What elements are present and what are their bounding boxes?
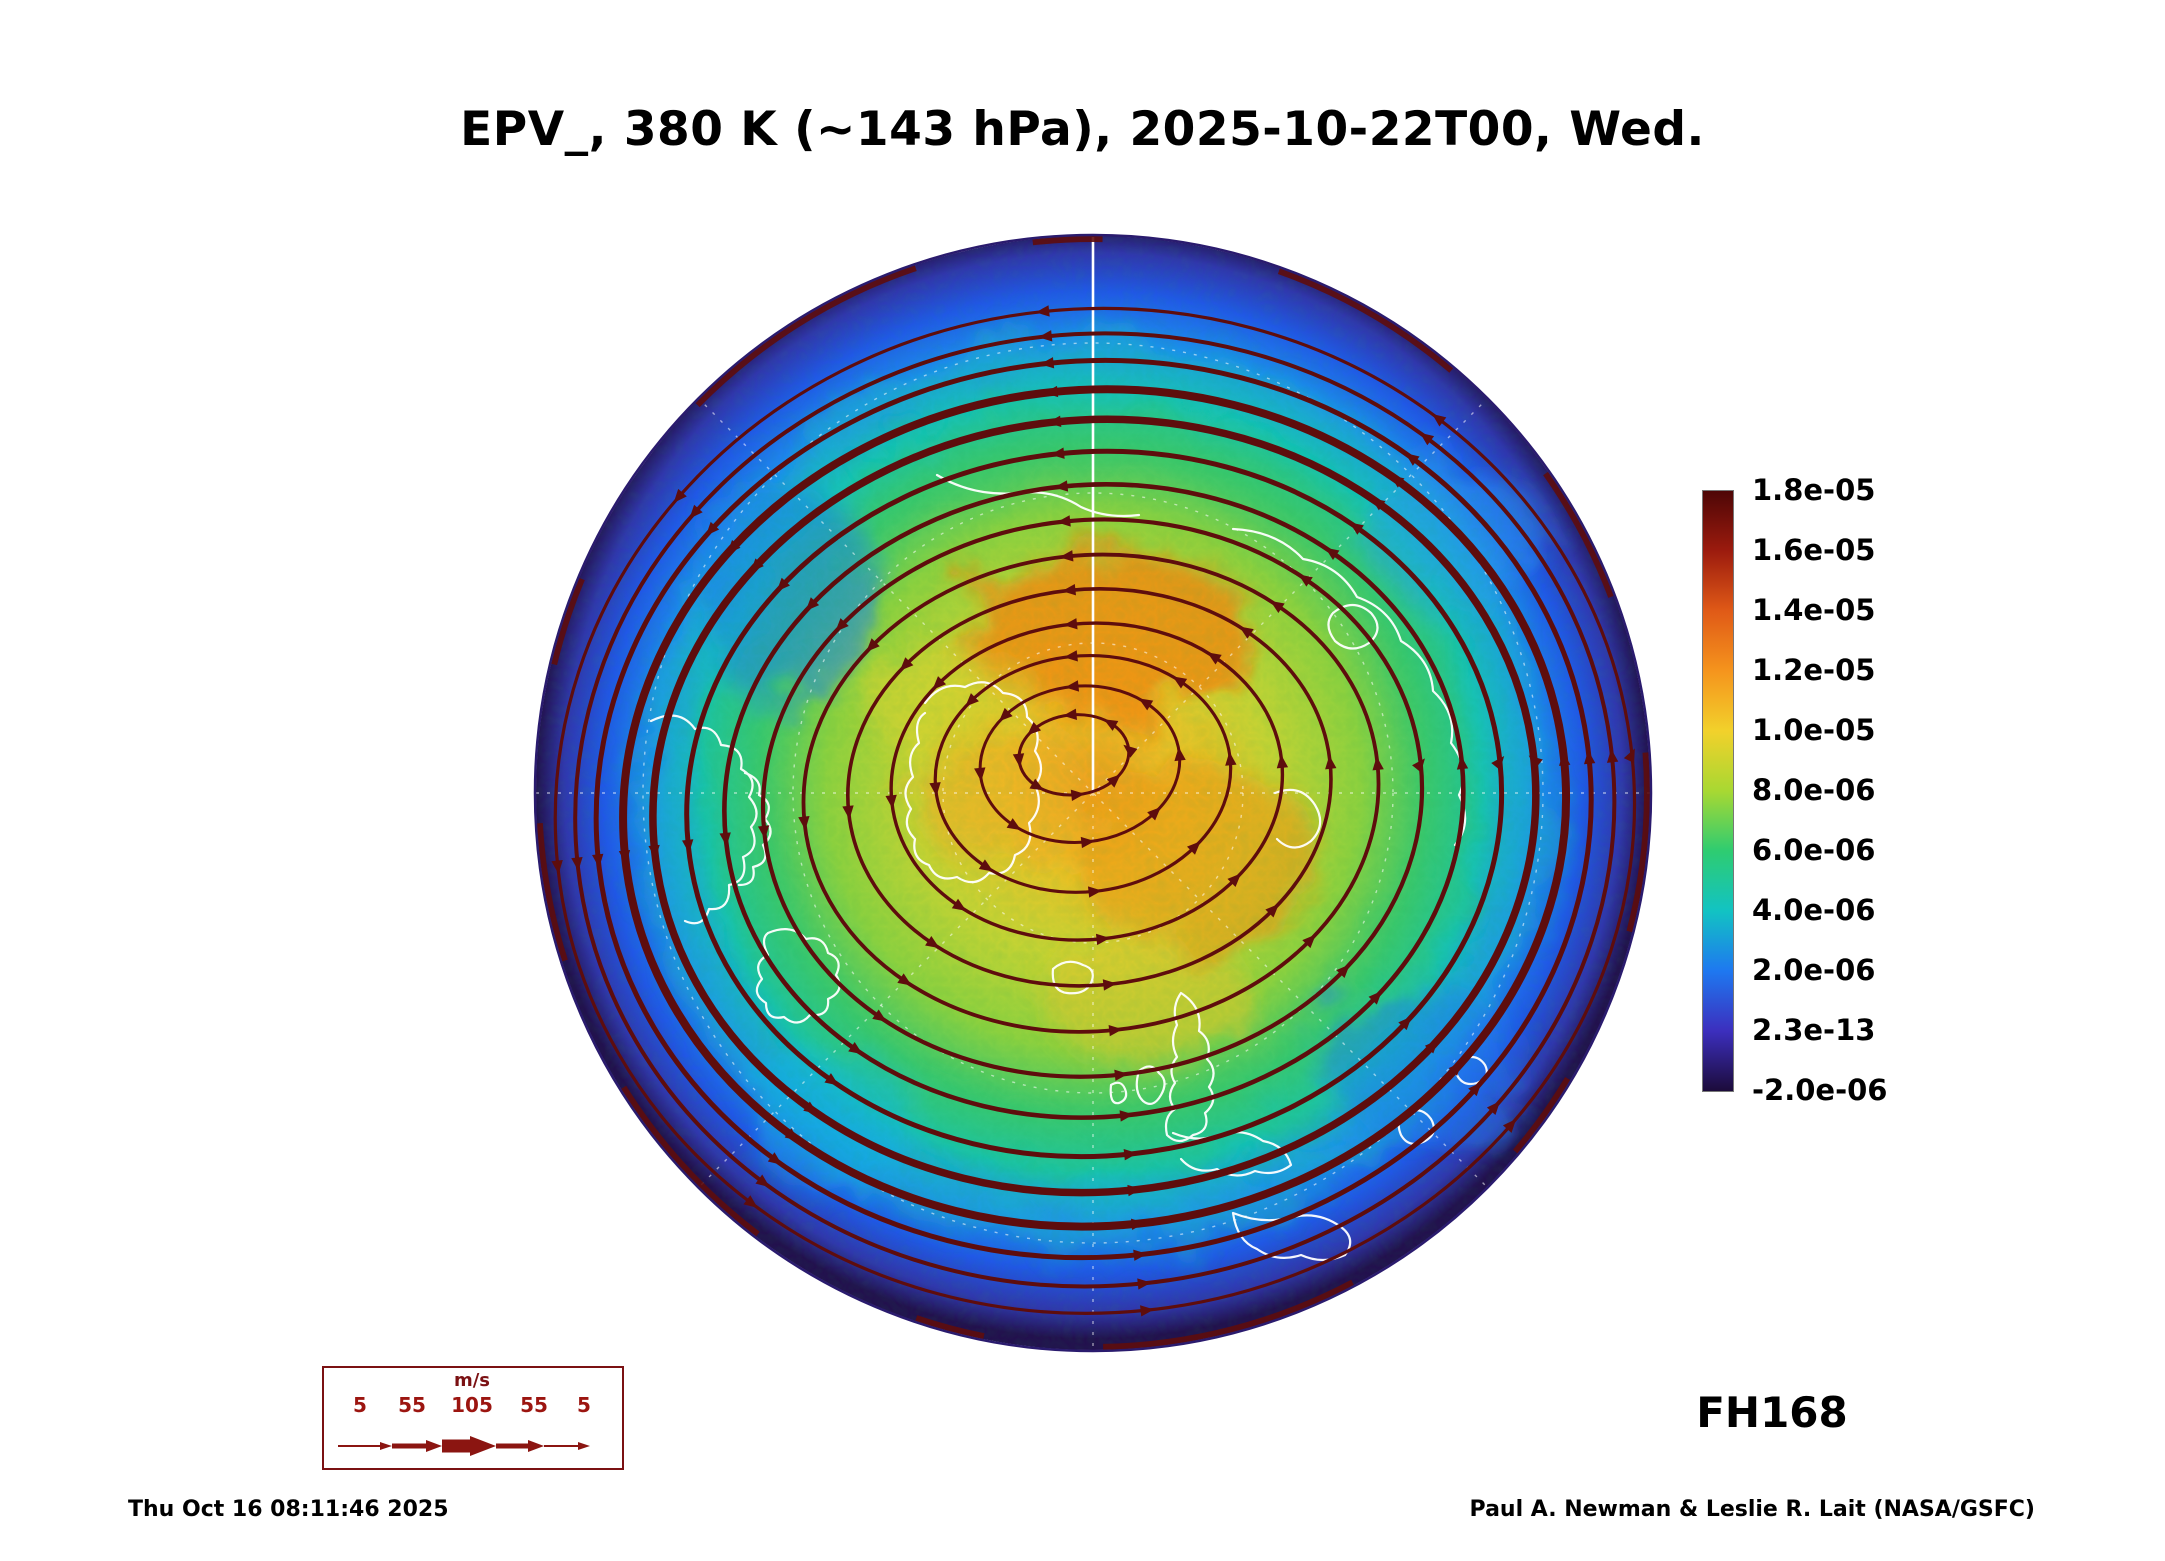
wind-speed-tick: 5 — [353, 1393, 367, 1417]
colorbar-tick: 2.3e-13 — [1752, 1013, 1876, 1047]
colorbar-tick: 1.0e-05 — [1752, 713, 1876, 747]
colorbar-gradient — [1702, 490, 1734, 1092]
colorbar: 1.8e-05 1.6e-05 1.4e-05 1.2e-05 1.0e-05 … — [1752, 473, 1922, 1107]
wind-speed-tick: 55 — [398, 1393, 426, 1417]
polar-map — [533, 233, 1653, 1353]
colorbar-tick: 6.0e-06 — [1752, 833, 1876, 867]
colorbar-tick: 1.6e-05 — [1752, 533, 1876, 567]
wind-speed-legend-canvas: m/s 5 55 105 55 5 — [338, 1370, 591, 1456]
colorbar-tick: 4.0e-06 — [1752, 893, 1876, 927]
figure-title: EPV_, 380 K (~143 hPa), 2025-10-22T00, W… — [460, 102, 1705, 157]
polar-map-canvas — [533, 233, 1653, 1353]
wind-streamlines — [533, 255, 1637, 1353]
wind-legend-unit: m/s — [454, 1370, 490, 1391]
credit-line: Paul A. Newman & Leslie R. Lait (NASA/GS… — [1469, 1497, 2035, 1522]
colorbar-tick: 1.4e-05 — [1752, 593, 1876, 627]
streamline — [533, 255, 1637, 1353]
wind-speed-arrow-scale — [338, 1436, 590, 1456]
generation-timestamp: Thu Oct 16 08:11:46 2025 — [128, 1497, 449, 1522]
wind-speed-tick: 105 — [451, 1393, 493, 1417]
rim-streamline-arcs — [536, 236, 1650, 1350]
colorbar-tick: 1.8e-05 — [1752, 473, 1876, 507]
colorbar-tick: -2.0e-06 — [1752, 1073, 1888, 1107]
wind-speed-tick: 55 — [520, 1393, 548, 1417]
colorbar-tick: 2.0e-06 — [1752, 953, 1876, 987]
wind-speed-legend: m/s 5 55 105 55 5 — [322, 1366, 624, 1470]
forecast-hour-label: FH168 — [1696, 1388, 1848, 1437]
wind-speed-tick: 5 — [577, 1393, 591, 1417]
disk-outline — [533, 233, 1653, 1353]
colorbar-tick: 1.2e-05 — [1752, 653, 1876, 687]
colorbar-tick: 8.0e-06 — [1752, 773, 1876, 807]
